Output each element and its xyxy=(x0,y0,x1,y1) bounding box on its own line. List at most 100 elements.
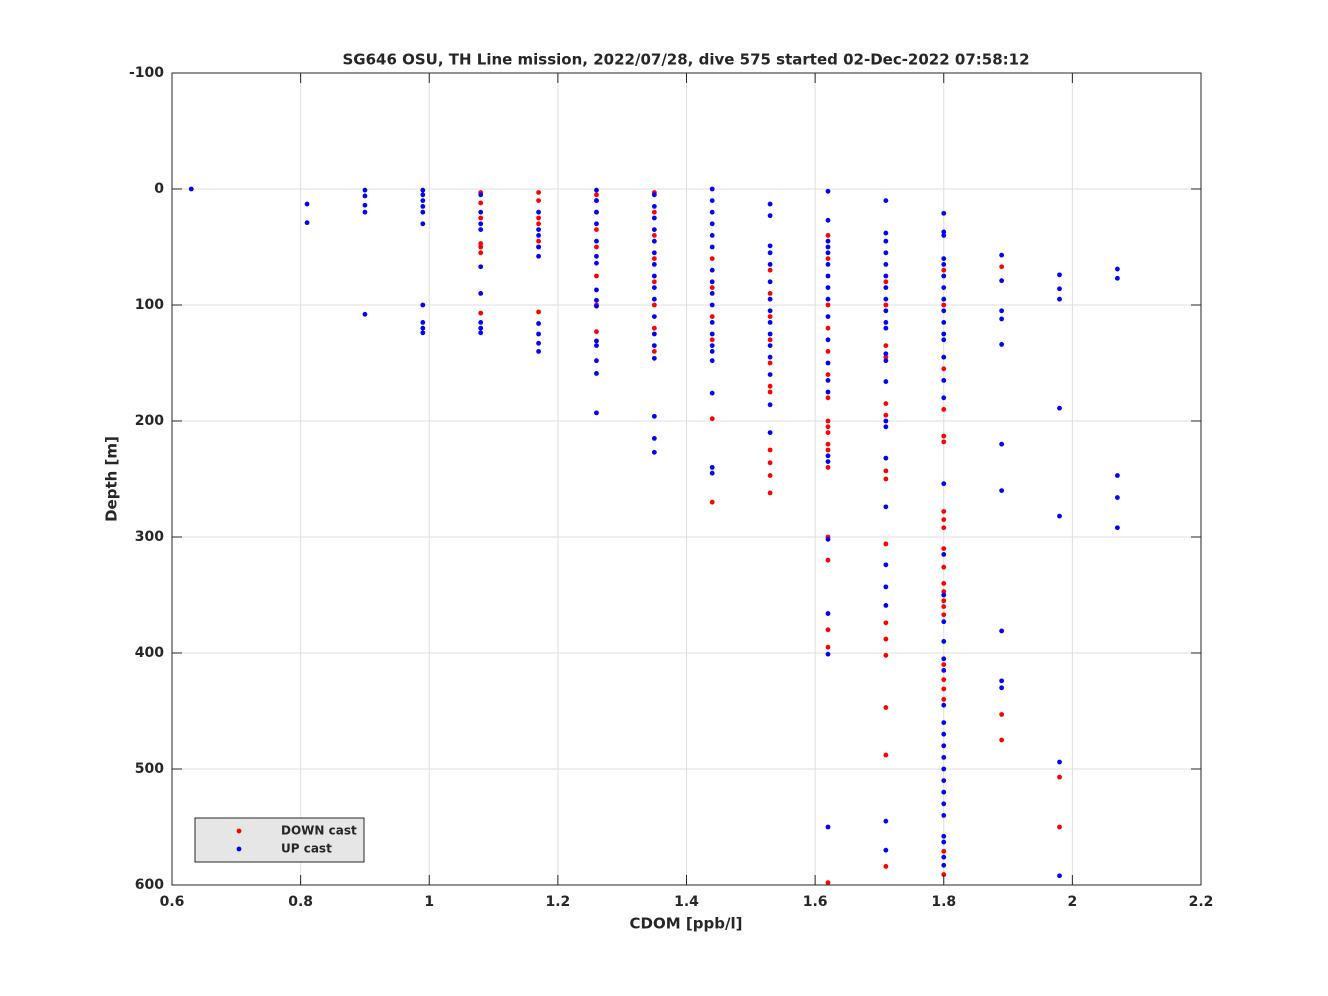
data-point xyxy=(536,253,541,259)
data-point xyxy=(478,310,484,316)
data-point xyxy=(709,416,715,422)
data-point xyxy=(651,285,657,290)
data-point xyxy=(941,308,947,314)
data-point xyxy=(651,227,657,233)
data-point xyxy=(825,441,831,447)
data-point xyxy=(420,198,426,204)
data-point xyxy=(767,279,773,285)
data-point xyxy=(999,342,1005,347)
data-point xyxy=(941,564,947,570)
data-point xyxy=(594,253,599,259)
data-point xyxy=(420,320,426,325)
data-point xyxy=(825,430,831,435)
data-point xyxy=(709,291,715,296)
data-point xyxy=(941,731,947,737)
data-point xyxy=(651,349,657,354)
data-point xyxy=(594,287,599,293)
data-point xyxy=(304,201,310,207)
data-point xyxy=(941,337,947,343)
x-tick-label: 1 xyxy=(424,894,434,910)
data-point xyxy=(941,229,947,235)
data-point xyxy=(999,252,1005,258)
data-point xyxy=(883,230,889,236)
data-point xyxy=(883,302,889,308)
legend-marker xyxy=(236,828,242,834)
data-point xyxy=(825,188,831,194)
data-point xyxy=(941,813,947,818)
data-point xyxy=(883,379,889,384)
data-point xyxy=(825,536,831,542)
data-point xyxy=(651,355,657,361)
data-point xyxy=(651,343,657,348)
legend-label: UP cast xyxy=(281,842,332,856)
data-point xyxy=(709,244,715,250)
data-point xyxy=(941,433,947,439)
ticks: 0.6 0.8 1 1.2 1.4 1.6 1.8 2 2.2 -100 0 100 200 300 400… xyxy=(129,65,1213,910)
data-point xyxy=(999,628,1005,634)
data-point xyxy=(941,801,947,807)
data-point xyxy=(767,473,773,478)
data-point xyxy=(825,627,831,633)
data-point xyxy=(1114,495,1120,500)
data-point xyxy=(651,192,657,198)
data-point xyxy=(941,481,947,487)
data-point xyxy=(941,592,947,598)
data-point xyxy=(999,441,1005,447)
data-point xyxy=(825,217,831,223)
data-point xyxy=(941,686,947,692)
data-point xyxy=(941,546,947,551)
data-point xyxy=(420,330,426,336)
data-point xyxy=(420,209,426,215)
data-point xyxy=(883,285,889,290)
data-point xyxy=(767,267,773,273)
x-tick-label: 2.2 xyxy=(1189,894,1214,910)
data-point xyxy=(941,778,947,783)
data-point xyxy=(883,320,889,325)
data-point xyxy=(941,604,947,609)
y-tick-label: 300 xyxy=(135,529,164,545)
data-point xyxy=(825,880,831,886)
data-point xyxy=(825,611,831,616)
data-point xyxy=(825,302,831,308)
x-tick-label: 1.2 xyxy=(545,894,570,910)
data-point xyxy=(883,354,889,360)
data-point xyxy=(941,331,947,337)
data-point xyxy=(478,291,484,296)
data-point xyxy=(883,250,889,256)
data-point xyxy=(709,267,715,273)
data-point xyxy=(594,221,599,227)
data-point xyxy=(709,331,715,337)
data-point xyxy=(594,358,599,364)
data-point xyxy=(709,186,715,192)
legend-label: DOWN cast xyxy=(281,824,357,838)
y-tick-label: 200 xyxy=(135,413,164,429)
data-point xyxy=(825,325,831,331)
data-point xyxy=(941,619,947,625)
data-point xyxy=(709,209,715,215)
data-point xyxy=(941,552,947,557)
data-point xyxy=(594,187,599,193)
x-tick-label: 1.8 xyxy=(931,894,956,910)
data-point xyxy=(883,620,889,626)
data-point xyxy=(651,413,657,419)
data-point xyxy=(825,372,831,377)
data-point xyxy=(825,244,831,250)
data-point xyxy=(420,204,426,209)
data-point xyxy=(709,337,715,343)
data-point xyxy=(536,349,541,354)
data-point xyxy=(767,262,773,267)
data-point xyxy=(767,343,773,348)
data-point xyxy=(825,465,831,470)
data-point xyxy=(883,455,889,461)
data-point xyxy=(767,389,773,395)
data-point xyxy=(883,584,889,590)
data-point xyxy=(883,864,889,869)
data-point xyxy=(883,652,889,658)
data-point xyxy=(709,302,715,308)
data-point xyxy=(767,430,773,435)
data-point xyxy=(999,316,1005,322)
data-point xyxy=(651,436,657,441)
data-point xyxy=(478,250,484,256)
data-point xyxy=(651,209,657,215)
